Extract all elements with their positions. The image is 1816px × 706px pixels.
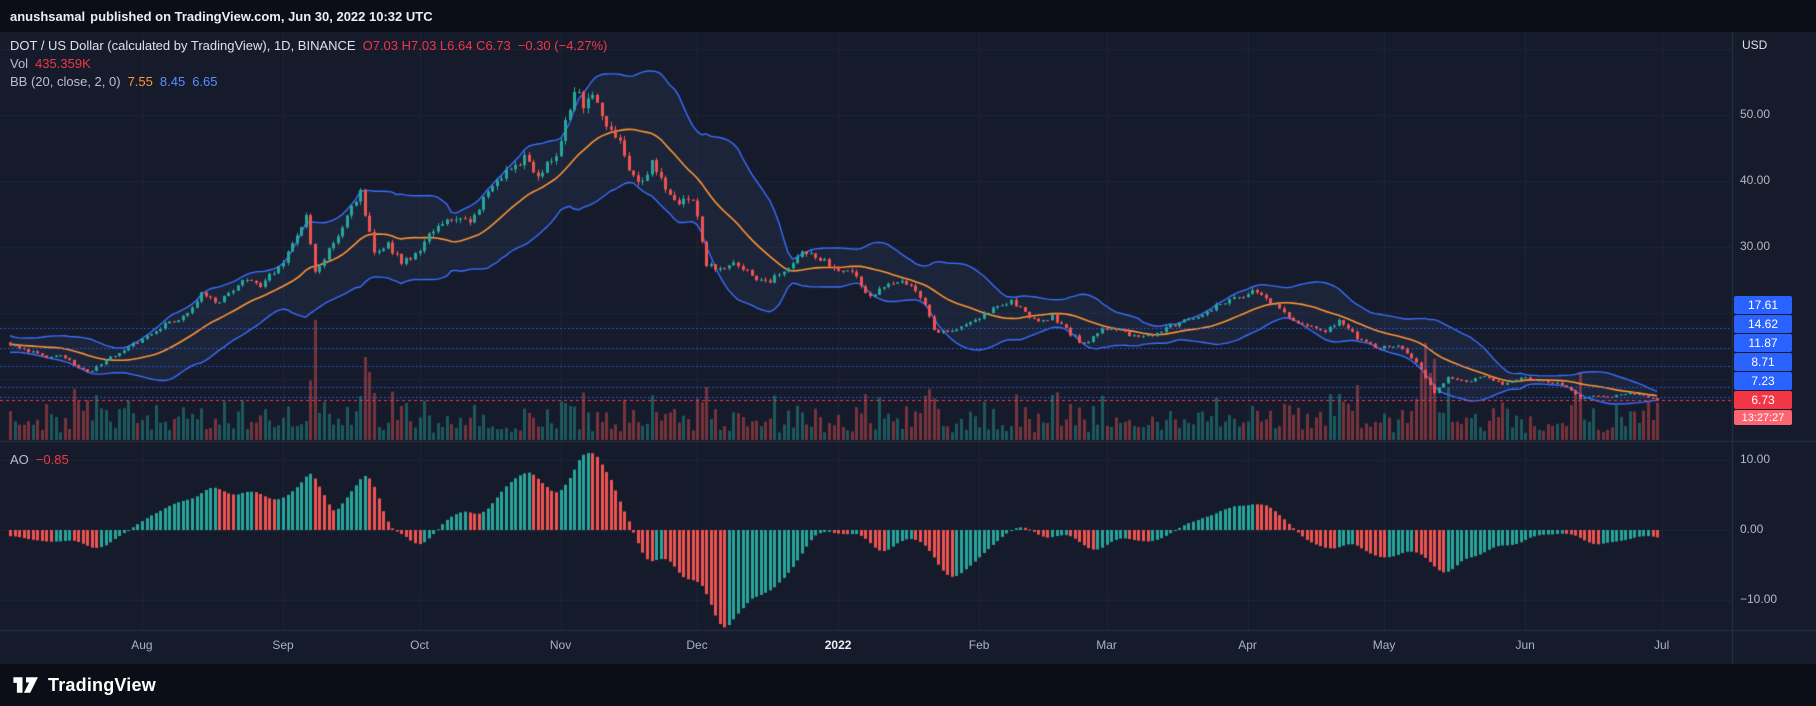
time-axis-label: Aug (131, 638, 153, 652)
time-axis-label: Jul (1653, 638, 1670, 652)
tradingview-logo-icon (13, 677, 38, 693)
price-level-badge: 8.71 (1734, 353, 1792, 372)
bb-upper-value: 8.45 (159, 73, 186, 89)
price-chart-canvas[interactable] (0, 32, 1816, 664)
publisher-bar: anushsamal published on TradingView.com,… (0, 0, 1816, 32)
time-axis-label: Mar (1096, 638, 1117, 652)
main-legend: DOT / US Dollar (calculated by TradingVi… (10, 36, 607, 90)
change-value: −0.30 (−4.27%) (517, 37, 608, 53)
tradingview-brand-link[interactable]: TradingView (12, 674, 156, 696)
time-axis-label: Feb (968, 638, 990, 652)
ao-tick-label: 0.00 (1740, 522, 1764, 536)
price-tick-label: 50.00 (1740, 107, 1771, 121)
price-tick-label: 30.00 (1740, 238, 1771, 253)
symbol-legend-row[interactable]: DOT / US Dollar (calculated by TradingVi… (10, 36, 607, 54)
chart-region: DOT / US Dollar (calculated by TradingVi… (0, 32, 1816, 664)
time-axis-label: Dec (686, 638, 708, 652)
bb-lower-value: 6.65 (192, 73, 218, 89)
symbol-title: DOT / US Dollar (calculated by TradingVi… (10, 37, 356, 53)
ohlc-values: O7.03 H7.03 L6.64 C6.73 (362, 37, 511, 53)
volume-legend-row[interactable]: Vol 435.359K (10, 54, 607, 72)
bb-legend-row[interactable]: BB (20, close, 2, 0) 7.55 8.45 6.65 (10, 72, 607, 90)
countdown-badge: 13:27:27 (1734, 410, 1792, 426)
ao-tick-label: 10.00 (1740, 452, 1771, 466)
time-axis-label: 2022 (824, 638, 852, 652)
price-level-badge: 17.61 (1734, 296, 1792, 315)
price-level-badge: 11.87 (1734, 334, 1792, 353)
ao-label: AO (10, 451, 29, 467)
bb-basis-value: 7.55 (127, 73, 153, 89)
time-axis-label: Oct (410, 638, 429, 652)
last-price-badge: 6.73 (1734, 391, 1792, 410)
ao-tick-label: −10.00 (1740, 592, 1778, 606)
time-axis-label: Jun (1515, 638, 1535, 652)
ao-value: −0.85 (35, 451, 69, 467)
price-tick-label: 40.00 (1740, 172, 1771, 187)
ao-legend-row[interactable]: AO −0.85 (10, 450, 69, 468)
price-level-badge: 7.23 (1734, 372, 1792, 391)
time-axis-label: May (1372, 638, 1396, 652)
price-axis-currency-label: USD (1742, 38, 1768, 52)
time-axis-label: Nov (549, 638, 572, 652)
volume-value: 435.359K (35, 55, 91, 71)
publisher-text: published on TradingView.com, Jun 30, 20… (90, 8, 433, 24)
footer-bar: TradingView (0, 664, 1816, 706)
price-level-badge: 14.62 (1734, 315, 1792, 334)
tradingview-wordmark: TradingView (48, 674, 156, 695)
time-axis-label: Sep (272, 638, 294, 652)
bb-label: BB (20, close, 2, 0) (10, 73, 121, 89)
volume-label: Vol (10, 55, 29, 71)
time-axis-label: Apr (1238, 638, 1257, 652)
publisher-username-link[interactable]: anushsamal (10, 8, 86, 24)
